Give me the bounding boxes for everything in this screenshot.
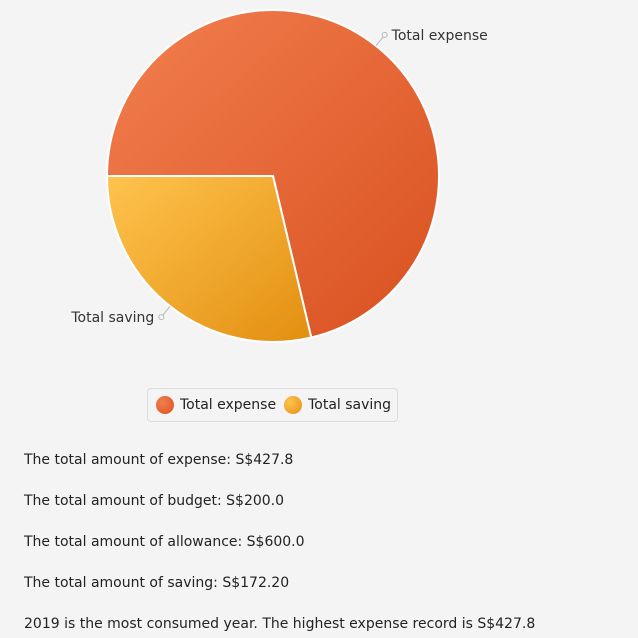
legend-label-saving: Total saving <box>308 397 391 413</box>
legend-dot-saving <box>284 396 302 414</box>
summary-section: The total amount of expense: S$427.8 The… <box>24 452 624 638</box>
slice-label-saving: Total saving <box>70 310 154 326</box>
total-allowance-text: The total amount of allowance: S$600.0 <box>24 534 624 551</box>
label-leader-dot <box>159 315 164 320</box>
total-budget-text: The total amount of budget: S$200.0 <box>24 493 624 510</box>
most-consumed-year-text: 2019 is the most consumed year. The high… <box>24 616 624 633</box>
legend-dot-expense <box>156 396 174 414</box>
total-saving-text: The total amount of saving: S$172.20 <box>24 575 624 592</box>
pie-chart: Total expense Total saving <box>0 0 638 380</box>
legend-item-expense: Total expense <box>156 396 276 414</box>
label-leader-dot <box>382 32 387 37</box>
legend-item-saving: Total saving <box>284 396 391 414</box>
total-expense-text: The total amount of expense: S$427.8 <box>24 452 624 469</box>
legend-label-expense: Total expense <box>180 397 276 413</box>
chart-legend: Total expense Total saving <box>147 388 398 422</box>
slice-label-expense: Total expense <box>391 28 488 44</box>
